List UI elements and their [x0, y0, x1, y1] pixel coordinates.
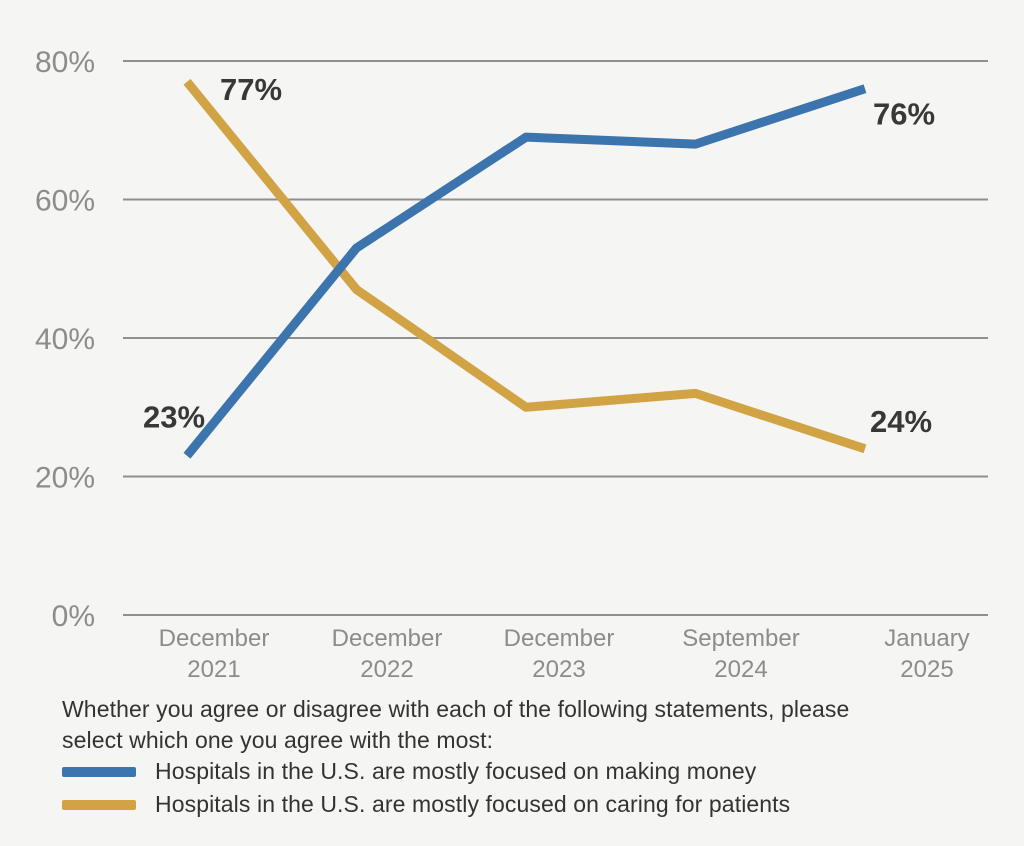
legend-swatch: [62, 799, 136, 810]
legend-item: Hospitals in the U.S. are mostly focused…: [62, 755, 790, 788]
data-label: 76%: [873, 97, 935, 132]
x-tick-label: December 2021: [159, 625, 270, 683]
line-chart: 0% 20% 40% 60% 80% December 2021 December 2022 De…: [35, 46, 988, 683]
survey-question-line1: Whether you agree or disagree with each …: [62, 696, 850, 722]
legend-swatch: [62, 766, 136, 777]
x-tick-label: January 2025: [884, 625, 969, 683]
y-tick-label: 0%: [52, 600, 95, 633]
series-line: [183, 78, 867, 454]
x-tick-label: September 2024: [682, 625, 799, 683]
data-label: 24%: [870, 404, 932, 439]
y-tick-label: 80%: [35, 46, 95, 79]
legend-item: Hospitals in the U.S. are mostly focused…: [62, 788, 790, 821]
data-label: 77%: [220, 72, 282, 107]
legend-label: Hospitals in the U.S. are mostly focused…: [155, 758, 757, 784]
x-tick-label: December 2023: [504, 625, 615, 683]
chart-legend: Hospitals in the U.S. are mostly focused…: [62, 755, 790, 821]
y-tick-label: 20%: [35, 462, 95, 495]
x-tick-label: December 2022: [332, 625, 443, 683]
survey-question-line2: select which one you agree with the most…: [62, 727, 494, 753]
data-label: 23%: [143, 400, 205, 435]
legend-label: Hospitals in the U.S. are mostly focused…: [155, 791, 791, 817]
survey-question: Whether you agree or disagree with each …: [62, 694, 849, 756]
y-tick-label: 40%: [35, 323, 95, 356]
y-tick-label: 60%: [35, 185, 95, 218]
series-line: [183, 84, 867, 459]
